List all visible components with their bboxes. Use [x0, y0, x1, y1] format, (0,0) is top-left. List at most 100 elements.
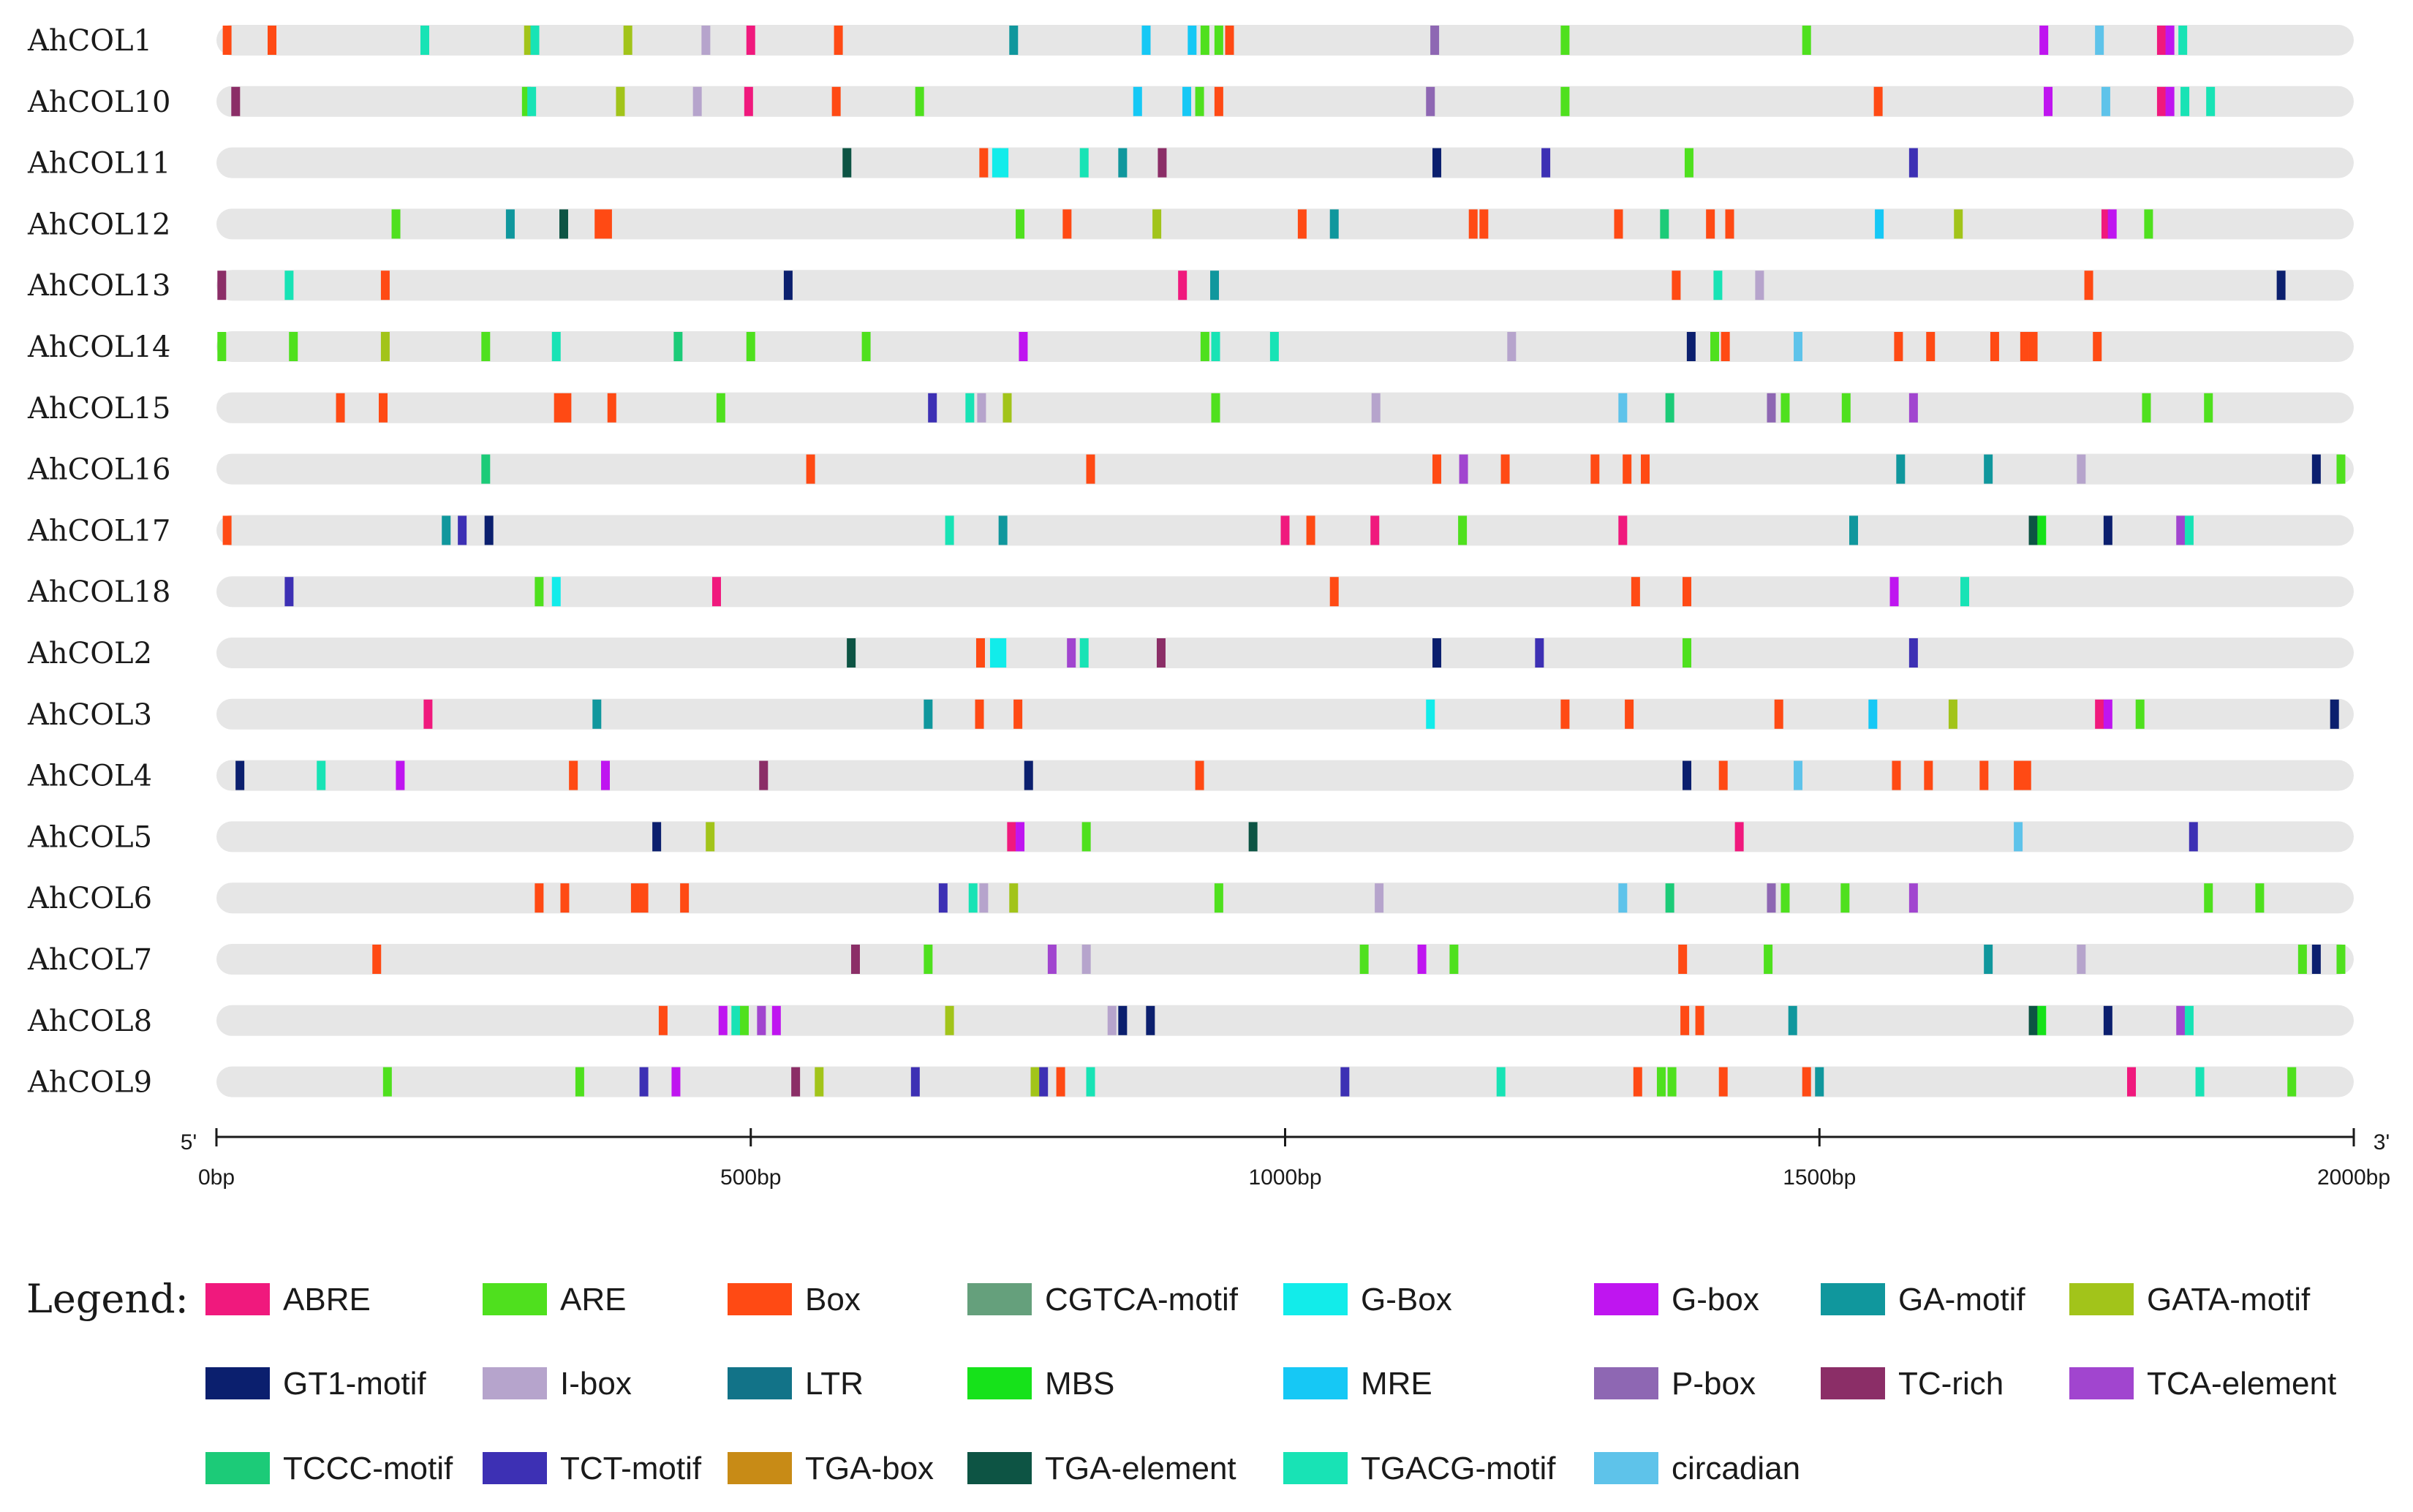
legend-label: MRE [1361, 1366, 1432, 1402]
gene-track-bar [216, 638, 2354, 668]
element-mark-g-box [551, 577, 561, 607]
element-mark-tgacg-motif [1079, 148, 1089, 178]
element-mark-gt1-motif [2311, 454, 2321, 484]
element-mark-p-box [1767, 883, 1776, 913]
element-mark-mre [1141, 26, 1151, 55]
element-mark-box [1468, 209, 1478, 239]
element-mark-tgacg-motif [2206, 86, 2216, 116]
gene-track-ahcol18: AhCOL18 [27, 575, 2354, 609]
legend-label: TGACG-motif [1361, 1451, 1556, 1486]
element-mark-tct-motif [1541, 148, 1551, 178]
gene-track-bar [216, 392, 2354, 423]
gene-track-ahcol11: AhCOL11 [27, 147, 2354, 181]
legend-swatch [1821, 1367, 1885, 1399]
element-mark-gata-motif [945, 1005, 954, 1035]
gene-track-ahcol3: AhCOL3 [27, 698, 2354, 732]
element-mark-box [372, 945, 382, 974]
element-mark-tga-element [2028, 1005, 2038, 1035]
legend-swatch [1594, 1452, 1658, 1484]
element-mark-tca-element [1047, 945, 1057, 974]
element-mark-box [1706, 209, 1715, 239]
gene-track-ahcol2: AhCOL2 [27, 637, 2354, 670]
element-mark-tga-element [842, 148, 852, 178]
element-mark-tccc-motif [481, 454, 491, 484]
element-mark-are [1684, 148, 1693, 178]
element-mark-g-box [2044, 86, 2053, 116]
element-mark-box [1590, 454, 1600, 484]
element-mark-gata-motif [380, 332, 390, 361]
element-mark-tgacg-motif [284, 271, 294, 300]
element-mark-tc-rich [231, 86, 241, 116]
element-mark-box [1013, 699, 1023, 729]
element-mark-box [1633, 1067, 1642, 1097]
element-mark-i-box [1375, 883, 1384, 913]
element-mark-mre [1187, 26, 1197, 55]
legend-title: Legend: [26, 1276, 189, 1322]
legend-item-tca-element: TCA-element [2069, 1366, 2336, 1402]
element-mark-g-box [2165, 86, 2175, 116]
legend-label: MBS [1045, 1366, 1114, 1402]
element-mark-circadian [2014, 822, 2023, 852]
legend-label: circadian [1672, 1451, 1800, 1486]
element-mark-gata-motif [1152, 209, 1162, 239]
element-mark-are [2204, 393, 2213, 423]
element-mark-tgacg-motif [1211, 332, 1220, 361]
element-mark-gata-motif [1002, 393, 1012, 423]
element-mark-mre [1133, 86, 1142, 116]
gene-label: AhCOL18 [27, 575, 171, 609]
legend-label: TGA-box [805, 1451, 934, 1486]
element-mark-tct-motif [928, 393, 937, 423]
legend-swatch [967, 1283, 1032, 1315]
element-mark-box [658, 1005, 668, 1035]
element-mark-gt1-motif [1686, 332, 1696, 361]
element-mark-ga-motif [1009, 26, 1019, 55]
element-mark-g-box [1019, 332, 1028, 361]
element-mark-abre [423, 699, 433, 729]
element-mark-mre [1868, 699, 1878, 729]
legend-items: ABRE ARE Box CGTCA-motif G-Box G-box GA-motif G… [205, 1282, 2336, 1486]
legend-label: G-Box [1361, 1282, 1452, 1318]
legend-swatch [1594, 1283, 1658, 1315]
element-mark-box [1721, 332, 1730, 361]
element-mark-tca-element [1459, 454, 1468, 484]
element-mark-are [1449, 945, 1459, 974]
element-mark-ga-motif [1210, 271, 1220, 300]
gene-label: AhCOL15 [27, 392, 171, 426]
legend-item-are: ARE [483, 1282, 626, 1318]
element-mark-tct-motif [1908, 148, 1918, 178]
element-mark-i-box [1755, 271, 1764, 300]
element-mark-box [1641, 454, 1650, 484]
element-mark-ga-motif [1984, 454, 1993, 484]
element-mark-are [739, 1005, 749, 1035]
gene-track-bar [216, 576, 2354, 608]
element-mark-box [1623, 454, 1632, 484]
gene-track-ahcol12: AhCOL12 [27, 208, 2354, 241]
x-axis-ticks: 0bp 500bp 1000bp 1500bp 2000bp [198, 1128, 2390, 1190]
gene-label: AhCOL6 [27, 882, 152, 915]
element-mark-gt1-motif [2103, 515, 2112, 545]
element-mark-tct-motif [910, 1067, 920, 1097]
element-mark-box [975, 699, 984, 729]
element-mark-box [1329, 577, 1339, 607]
element-mark-box [1802, 1067, 1811, 1097]
legend-label: GT1-motif [283, 1366, 426, 1402]
element-mark-circadian [1794, 332, 1803, 361]
element-mark-box [1625, 699, 1634, 729]
element-mark-i-box [979, 883, 989, 913]
gene-track-bar [216, 1066, 2354, 1097]
element-mark-abre [744, 86, 753, 116]
element-mark-are [575, 1067, 584, 1097]
element-mark-p-box [1430, 26, 1440, 55]
element-mark-g-box [989, 638, 999, 668]
legend-swatch [1283, 1452, 1348, 1484]
element-mark-are [289, 332, 298, 361]
element-mark-box [594, 209, 604, 239]
element-mark-gt1-motif [652, 822, 662, 852]
element-mark-tgacg-motif [2184, 515, 2194, 545]
element-mark-box [267, 26, 276, 55]
element-mark-tgacg-motif [1713, 271, 1723, 300]
element-mark-ga-motif [1849, 515, 1859, 545]
gene-track-ahcol8: AhCOL8 [27, 1005, 2354, 1038]
element-mark-mbs [2037, 515, 2047, 545]
element-mark-gata-motif [815, 1067, 824, 1097]
